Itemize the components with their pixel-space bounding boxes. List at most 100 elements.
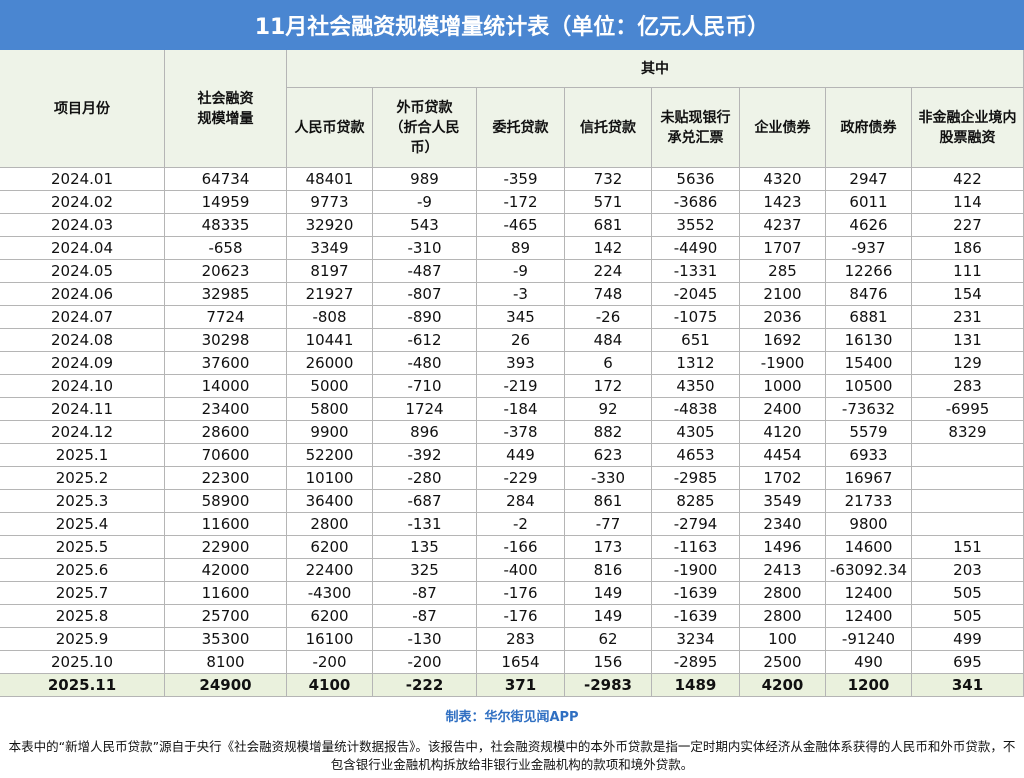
table-cell-text: 10500 bbox=[844, 377, 893, 395]
table-cell-text: 12266 bbox=[844, 262, 893, 280]
table-cell: -131 bbox=[373, 513, 477, 536]
table-cell: 2800 bbox=[740, 582, 826, 605]
table-cell: 490 bbox=[826, 651, 912, 674]
table-cell-text: 3549 bbox=[763, 492, 802, 510]
table-cell: 21733 bbox=[826, 490, 912, 513]
table-cell: -166 bbox=[477, 536, 565, 559]
table-cell: 4100 bbox=[287, 674, 373, 697]
table-cell-text: 6 bbox=[603, 354, 613, 372]
table-cell-text: -4300 bbox=[307, 584, 352, 602]
table-cell-text: -63092.34 bbox=[830, 561, 907, 579]
table-cell: -200 bbox=[373, 651, 477, 674]
table-cell: 681 bbox=[565, 214, 652, 237]
table-cell-text: -1075 bbox=[673, 308, 718, 326]
table-cell-text: 131 bbox=[953, 331, 982, 349]
table-cell-text: 37600 bbox=[201, 354, 250, 372]
table-cell-text: -172 bbox=[503, 193, 538, 211]
table-cell: -172 bbox=[477, 191, 565, 214]
table-cell: 16130 bbox=[826, 329, 912, 352]
table-cell-text: 23400 bbox=[201, 400, 250, 418]
table-cell-text: 11600 bbox=[201, 584, 250, 602]
table-cell: 92 bbox=[565, 398, 652, 421]
table-cell: -687 bbox=[373, 490, 477, 513]
table-cell: 2024.07 bbox=[0, 306, 165, 329]
table-cell-text: 505 bbox=[953, 607, 982, 625]
table-cell-text: 393 bbox=[506, 354, 535, 372]
table-cell-text: 695 bbox=[953, 653, 982, 671]
table-cell: -2045 bbox=[652, 283, 740, 306]
table-cell-text: 8285 bbox=[676, 492, 715, 510]
table-cell: 695 bbox=[912, 651, 1024, 674]
title: 11月社会融资规模增量统计表（单位：亿元人民币） bbox=[0, 0, 1024, 50]
table-cell-text: -2794 bbox=[673, 515, 718, 533]
table-cell-text: 35300 bbox=[201, 630, 250, 648]
table-cell: 8476 bbox=[826, 283, 912, 306]
table-cell: 6933 bbox=[826, 444, 912, 467]
table-cell-text: 1496 bbox=[763, 538, 802, 556]
column-header-text: 企业债券 bbox=[754, 119, 811, 136]
table-cell: 135 bbox=[373, 536, 477, 559]
table-cell: 2025.3 bbox=[0, 490, 165, 513]
table-cell-text: 22300 bbox=[201, 469, 250, 487]
table-cell: -2985 bbox=[652, 467, 740, 490]
table-cell-text: 1707 bbox=[763, 239, 802, 257]
table-cell: -280 bbox=[373, 467, 477, 490]
table-cell: 37600 bbox=[165, 352, 287, 375]
column-header-text: 政府债券 bbox=[840, 119, 897, 136]
table-cell: 2025.9 bbox=[0, 628, 165, 651]
table-cell: 882 bbox=[565, 421, 652, 444]
table-cell: -176 bbox=[477, 582, 565, 605]
table-cell-text: 2100 bbox=[763, 285, 802, 303]
table-cell-text: 8197 bbox=[310, 262, 349, 280]
table-cell: 345 bbox=[477, 306, 565, 329]
table-cell-text: -222 bbox=[405, 676, 444, 694]
table-cell: 48401 bbox=[287, 168, 373, 191]
table-cell-text: 135 bbox=[410, 538, 439, 556]
table-cell-text: 48401 bbox=[305, 170, 354, 188]
table-cell-text: 70600 bbox=[201, 446, 250, 464]
table-cell-text: 1423 bbox=[763, 193, 802, 211]
table-cell: 10500 bbox=[826, 375, 912, 398]
table-cell: 151 bbox=[912, 536, 1024, 559]
table-cell bbox=[912, 490, 1024, 513]
table-cell-text: 2413 bbox=[763, 561, 802, 579]
table-cell: 231 bbox=[912, 306, 1024, 329]
table-cell: 24900 bbox=[165, 674, 287, 697]
table-cell: 12400 bbox=[826, 582, 912, 605]
table-cell: 1496 bbox=[740, 536, 826, 559]
table-cell: 70600 bbox=[165, 444, 287, 467]
table-cell: 21927 bbox=[287, 283, 373, 306]
table-cell-text: 100 bbox=[768, 630, 797, 648]
table-cell-text: -710 bbox=[407, 377, 442, 395]
table-cell-text: 283 bbox=[506, 630, 535, 648]
table-cell-text: 2025.1 bbox=[55, 446, 109, 464]
table-cell: 2024.02 bbox=[0, 191, 165, 214]
table-cell-text: 14600 bbox=[844, 538, 893, 556]
table-cell-text: 2024.07 bbox=[50, 308, 114, 326]
table-cell: 3234 bbox=[652, 628, 740, 651]
table-cell: -184 bbox=[477, 398, 565, 421]
table-cell: -87 bbox=[373, 582, 477, 605]
table-cell-text: 2800 bbox=[763, 607, 802, 625]
table-cell-text: 2400 bbox=[763, 400, 802, 418]
table-cell-text: -280 bbox=[407, 469, 442, 487]
table-cell: 1312 bbox=[652, 352, 740, 375]
table-cell-text: 2024.09 bbox=[50, 354, 114, 372]
table-cell: 30298 bbox=[165, 329, 287, 352]
table-cell: 2025.7 bbox=[0, 582, 165, 605]
table-cell-text: 4100 bbox=[308, 676, 351, 694]
table-cell-text: 151 bbox=[953, 538, 982, 556]
table-cell-text: 2024.10 bbox=[50, 377, 114, 395]
table-cell-text: 543 bbox=[410, 216, 439, 234]
table-cell-text: 15400 bbox=[844, 354, 893, 372]
table-cell-text: 1000 bbox=[763, 377, 802, 395]
table-cell: -9 bbox=[477, 260, 565, 283]
table-cell-text: 4454 bbox=[763, 446, 802, 464]
table-cell: 2024.11 bbox=[0, 398, 165, 421]
table-cell-text: 42000 bbox=[201, 561, 250, 579]
table-cell: -2 bbox=[477, 513, 565, 536]
table-cell-text: 48335 bbox=[201, 216, 250, 234]
table-cell-text: -4490 bbox=[673, 239, 718, 257]
table-cell: 149 bbox=[565, 582, 652, 605]
table-cell: 393 bbox=[477, 352, 565, 375]
